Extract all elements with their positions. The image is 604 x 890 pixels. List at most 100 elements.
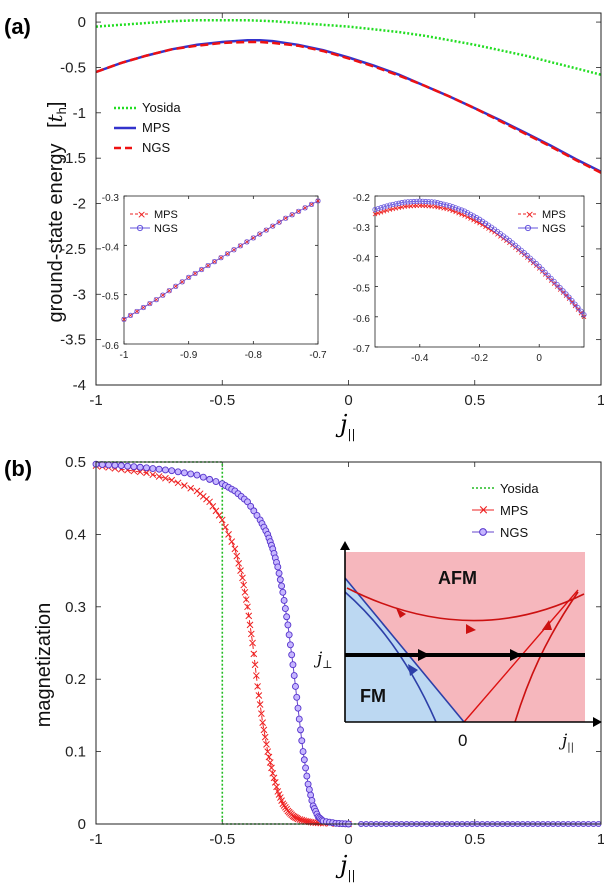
mps-point: [252, 672, 260, 679]
inset-ngs-point: [186, 274, 192, 280]
ngs-point: [155, 465, 163, 473]
svg-text:×: ×: [137, 208, 146, 221]
ngs-point: [302, 764, 310, 772]
panel-a-legend: Yosida MPS NGS: [114, 100, 181, 155]
inset-ngs-point: [438, 200, 444, 207]
ngs-point: [206, 475, 214, 483]
mps-point: [269, 769, 277, 777]
ngs-point: [275, 569, 283, 577]
inset-ngs-point: [405, 199, 411, 205]
ngs-point: [289, 661, 297, 669]
inset-ngs-point: [560, 288, 566, 294]
inset-mps-point: [375, 210, 381, 216]
inset-mps-point: [384, 208, 390, 213]
inset-series-mps: [374, 205, 585, 318]
panel-b-label: (b): [4, 456, 32, 481]
ngs-point: [285, 631, 293, 639]
svg-text:×: ×: [525, 208, 534, 221]
y-tick-label: 0.2: [65, 671, 86, 688]
panel-b: (b) magnetization -1 -0.5 0 0.5 1 0.5 0.4 0.3 0.…: [4, 454, 604, 882]
series-yosida: [95, 19, 602, 76]
mps-point: [255, 692, 263, 699]
ngs-point: [279, 588, 287, 596]
mps-point: [294, 815, 302, 823]
x-tick-label: 0.5: [464, 831, 485, 848]
ngs-point: [295, 715, 303, 723]
y-tick-label: 0.1: [65, 744, 86, 761]
inset-ngs-point: [153, 296, 159, 303]
inset-mps-point: [566, 296, 572, 301]
inset-ngs-point: [399, 200, 405, 206]
legend-yosida: Yosida: [142, 100, 181, 115]
inset-mps-point: [173, 283, 179, 289]
inset-ngs-point: [289, 212, 295, 218]
inset-ngs-point: [575, 305, 581, 311]
inset-ngs-point: [581, 312, 587, 318]
inset-right-legend-mps: MPS: [542, 209, 566, 221]
ngs-point: [193, 471, 201, 479]
ngs-point: [299, 748, 307, 756]
inset-left-series: [121, 198, 321, 322]
mps-point: [247, 630, 255, 638]
y-tick-label: -1.5: [60, 150, 86, 167]
inset-ngs-point: [372, 206, 378, 213]
legend-mps: MPS: [142, 120, 171, 135]
inset-ngs-point: [414, 198, 420, 204]
diagram-ylabel: j⊥: [313, 649, 333, 671]
panel-b-xlabel: j||: [335, 851, 356, 882]
inset-ngs-point: [429, 199, 435, 205]
y-tick-label: -3.5: [60, 332, 86, 349]
inset-ngs-point: [396, 200, 402, 206]
inset-left-legend: × MPS NGS: [130, 208, 178, 235]
diagram-origin-label: 0: [458, 731, 467, 750]
panel-a-ylabel: ground-state energy [th]: [43, 102, 69, 323]
x-tick-label: 1: [597, 831, 604, 848]
inset-ngs-point: [578, 308, 584, 314]
inset-ngs-point: [237, 243, 243, 249]
inset-ngs-point: [464, 210, 471, 216]
inset-mps-point: [381, 209, 387, 214]
mps-point: [261, 733, 269, 741]
mps-point: [254, 683, 261, 690]
inset-mps-point: [276, 219, 282, 225]
mps-point: [265, 753, 273, 761]
y-tick-label: -0.2: [353, 193, 371, 204]
inset-ngs-point: [530, 258, 536, 264]
mps-point: [256, 701, 264, 708]
inset-ngs-point: [432, 199, 438, 205]
inset-ngs-point: [402, 199, 408, 205]
inset-ngs-point: [308, 201, 315, 207]
inset-ngs-point: [470, 213, 477, 219]
mps-point: [270, 774, 278, 782]
inset-ngs-point: [378, 205, 384, 211]
mps-point: [239, 574, 246, 582]
inset-mps-point: [225, 251, 230, 257]
x-tick-label: -0.9: [180, 350, 198, 361]
inset-ngs-point: [160, 292, 166, 298]
mps-point: [228, 538, 236, 545]
panel-a-ticks: -1 -0.5 0 0.5 1 0 -0.5 -1 -1.5 -2 -2.5 -3 -3.5 -4: [60, 13, 604, 409]
panel-a-label: (a): [4, 14, 31, 39]
y-tick-label: -0.4: [102, 242, 120, 253]
mps-point: [258, 710, 265, 717]
inset-ngs-point: [420, 198, 426, 204]
ngs-point: [286, 641, 294, 649]
inset-mps-point: [179, 279, 185, 285]
inset-mps-point: [302, 205, 308, 211]
inset-mps-point: [218, 255, 224, 260]
x-tick-label: -1: [89, 831, 102, 848]
inset-mps-point: [238, 243, 243, 249]
inset-ngs-point: [539, 266, 545, 272]
ngs-point: [117, 462, 125, 470]
panel-b-ticks: -1 -0.5 0 0.5 1 0.5 0.4 0.3 0.2 0.1 0: [65, 454, 604, 848]
inset-right-ticks: -0.4 -0.2 0 -0.2 -0.3 -0.4 -0.5 -0.6 -0.7: [353, 193, 584, 364]
y-tick-label: -0.5: [60, 59, 86, 76]
ngs-point: [187, 470, 195, 478]
inset-ngs-point: [536, 263, 542, 269]
y-tick-label: -2: [73, 196, 86, 213]
panel-b-inset-diagram: AFM FM 0 j|| j⊥: [313, 541, 602, 753]
inset-mps-point: [205, 263, 211, 268]
mps-point: [215, 512, 223, 519]
inset-ngs-point: [473, 215, 480, 221]
